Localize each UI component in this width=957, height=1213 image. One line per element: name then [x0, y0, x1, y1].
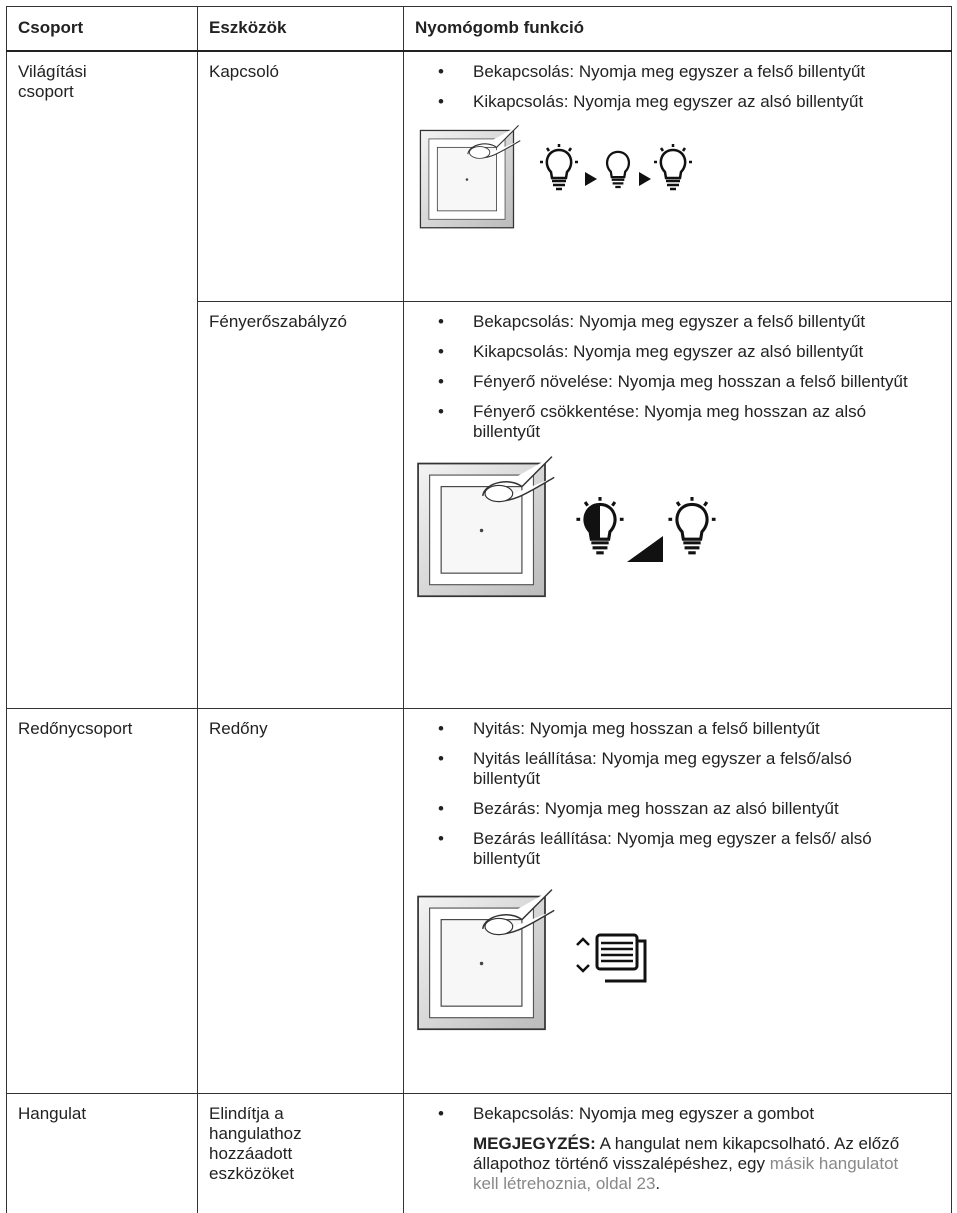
row: Hangulat Elindítja a hangulathoz hozzáad… — [6, 1092, 952, 1213]
note-end: . — [655, 1173, 661, 1193]
device-cell: Fényerőszabályzó — [197, 300, 404, 709]
device: Elindítja a hangulathoz hozzáadott eszkö… — [209, 1103, 302, 1183]
note-link[interactable]: másik hangulatot kell létrehoznia, oldal… — [473, 1153, 899, 1193]
note-text: A hangulat nem kikapcsolható. Az előző á… — [473, 1133, 900, 1173]
group-cell: Hangulat — [6, 1092, 198, 1213]
function: Fényerő növelése: Nyomja meg hosszan a f… — [438, 372, 913, 392]
function-table: Csoport Eszközök Nyomógomb funkció Világ… — [6, 6, 952, 1213]
header-cell: Csoport — [6, 6, 198, 52]
function-cell: Bekapcsolás: Nyomja meg egyszer a gombot… — [403, 1092, 952, 1213]
function: Nyitás leállítása: Nyomja meg egyszer a … — [438, 749, 913, 789]
group-cell: Világítási csoport — [6, 50, 198, 709]
switch-illustration — [419, 124, 693, 229]
group: Redőnycsoport — [18, 718, 133, 738]
row: Redőnycsoport Redőny Nyitás: Nyomja meg … — [6, 707, 952, 1094]
dimmer-illustration — [417, 455, 717, 597]
note: MEGJEGYZÉS: A hangulat nem kikapcsolható… — [473, 1134, 903, 1194]
function-list: Bekapcsolás: Nyomja meg egyszer a felső … — [415, 62, 940, 112]
function: Fényerő csökkentése: Nyomja meg hosszan … — [438, 402, 913, 442]
group-cell: Redőnycsoport — [6, 707, 198, 1094]
function-cell: Nyitás: Nyomja meg hosszan a felső bille… — [403, 707, 952, 1094]
group: Világítási csoport — [18, 62, 87, 101]
device: Kapcsoló — [209, 62, 279, 81]
function: Bekapcsolás: Nyomja meg egyszer a felső … — [438, 62, 913, 82]
device: Fényerőszabályzó — [209, 311, 347, 331]
device: Redőny — [209, 718, 268, 738]
group: Hangulat — [18, 1103, 87, 1123]
function: Kikapcsolás: Nyomja meg egyszer az alsó … — [438, 92, 913, 112]
function-list: Bekapcsolás: Nyomja meg egyszer a felső … — [415, 312, 940, 442]
function: Nyitás: Nyomja meg hosszan a felső bille… — [438, 719, 913, 739]
function-list: Bekapcsolás: Nyomja meg egyszer a gombot — [415, 1104, 940, 1124]
header-cell: Eszközök — [197, 6, 404, 52]
function: Bezárás leállítása: Nyomja meg egyszer a… — [438, 829, 913, 869]
function: Bekapcsolás: Nyomja meg egyszer a gombot — [438, 1104, 913, 1124]
shutter-illustration — [417, 888, 647, 1030]
header-cell: Nyomógomb funkció — [403, 6, 952, 52]
function: Bezárás: Nyomja meg hosszan az alsó bill… — [438, 799, 913, 819]
function-cell: Bekapcsolás: Nyomja meg egyszer a felső … — [403, 300, 952, 709]
header-row: Csoport Eszközök Nyomógomb funkció — [6, 6, 952, 52]
device-cell: Kapcsoló — [197, 50, 404, 302]
device-cell: Redőny — [197, 707, 404, 1094]
note-label: MEGJEGYZÉS: — [473, 1133, 596, 1153]
row: Világítási csoport Kapcsoló Bekapcsolás:… — [6, 50, 952, 709]
function: Bekapcsolás: Nyomja meg egyszer a felső … — [438, 312, 913, 332]
row: Fényerőszabályzó Bekapcsolás: Nyomja meg… — [7, 300, 952, 709]
function-cell: Bekapcsolás: Nyomja meg egyszer a felső … — [403, 50, 952, 302]
device-cell: Elindítja a hangulathoz hozzáadott eszkö… — [197, 1092, 404, 1213]
function: Kikapcsolás: Nyomja meg egyszer az alsó … — [438, 342, 913, 362]
function-list: Nyitás: Nyomja meg hosszan a felső bille… — [415, 719, 940, 869]
